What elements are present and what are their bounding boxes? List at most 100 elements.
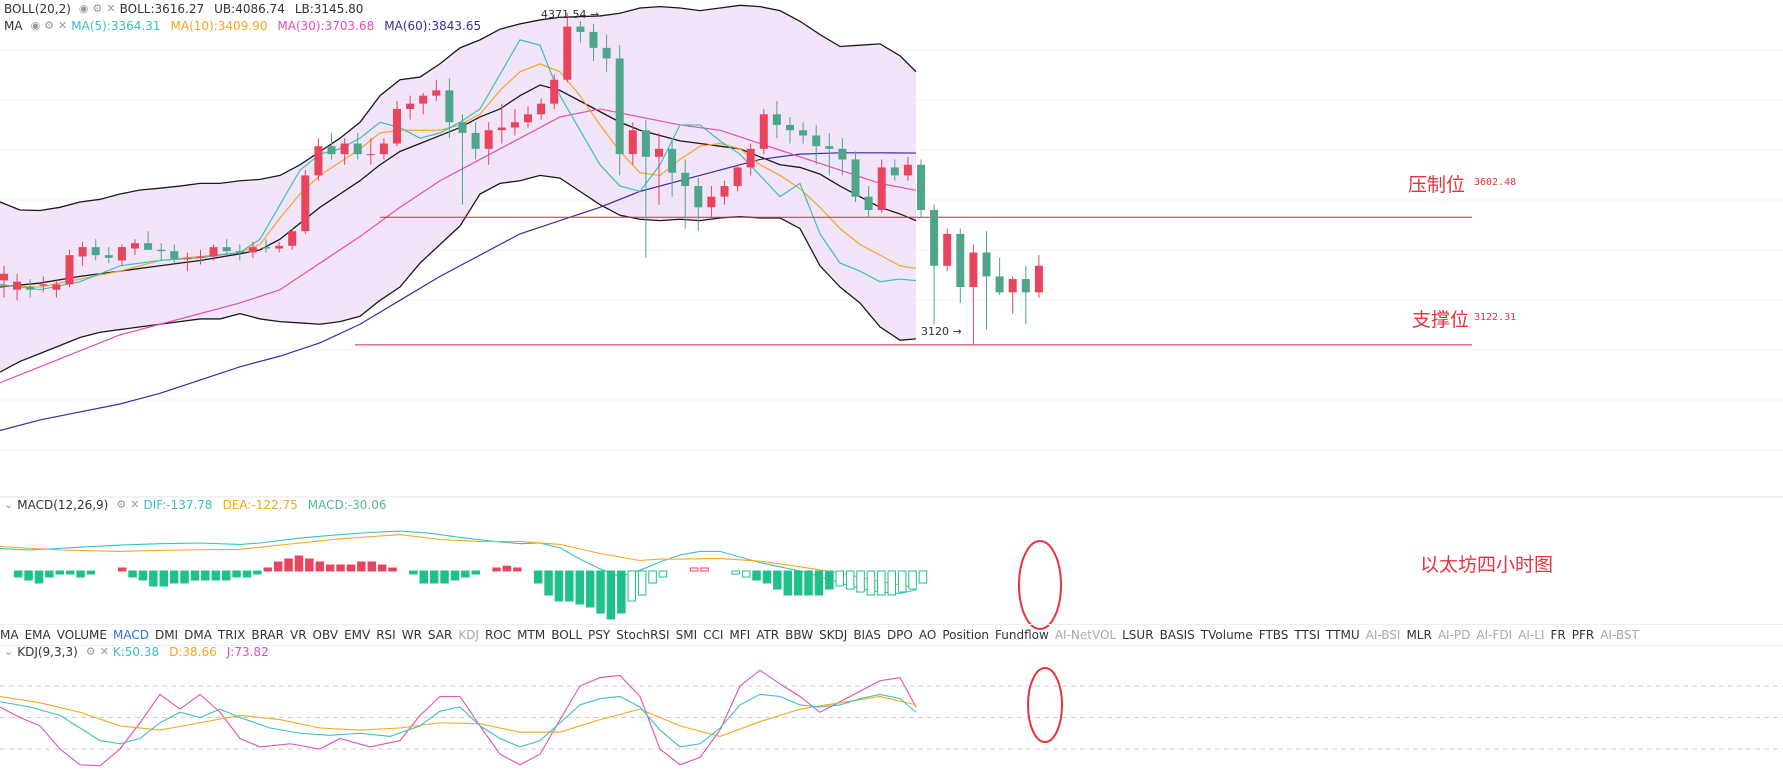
candle-body — [550, 79, 559, 104]
tab-dpo[interactable]: DPO — [886, 628, 913, 642]
macd-histogram-bar — [637, 570, 647, 596]
gear-icon[interactable]: ⚙ — [85, 645, 96, 658]
tab-brar[interactable]: BRAR — [251, 628, 284, 642]
kdj-j-line — [0, 669, 917, 767]
tab-macd[interactable]: MACD — [112, 628, 149, 642]
tab-ai-li[interactable]: AI-LI — [1518, 628, 1545, 642]
macd-histogram-bar — [825, 570, 834, 590]
close-icon[interactable]: ✕ — [58, 19, 68, 32]
boll-value: BOLL:3616.27 — [119, 2, 205, 16]
macd-histogram-bar — [169, 570, 179, 584]
tab-ttmu[interactable]: TTMU — [1326, 628, 1360, 642]
close-icon[interactable]: ✕ — [99, 645, 109, 658]
kdj-d-value: D:38.66 — [169, 645, 217, 659]
high-price-label: 4371.54 → — [541, 8, 600, 21]
tab-tvolume[interactable]: TVolume — [1200, 628, 1253, 642]
candle-body — [39, 284, 48, 286]
macd-histogram-bar — [658, 570, 668, 578]
macd-histogram-bar — [897, 570, 907, 593]
tab-ai-bsi[interactable]: AI-BSI — [1365, 628, 1401, 642]
candle-body — [0, 273, 8, 281]
tab-position[interactable]: Position — [942, 628, 990, 642]
tab-rsi[interactable]: RSI — [376, 628, 396, 642]
tab-smi[interactable]: SMI — [675, 628, 698, 642]
tab-lsur[interactable]: LSUR — [1122, 628, 1154, 642]
candle-body — [563, 26, 572, 80]
candle-body — [877, 167, 886, 210]
macd-dea-line — [0, 534, 917, 589]
macd-histogram-bar — [211, 570, 220, 581]
tab-basis[interactable]: BASIS — [1159, 628, 1195, 642]
tab-mlr[interactable]: MLR — [1406, 628, 1432, 642]
macd-histogram-bar — [13, 570, 23, 578]
close-icon[interactable]: ✕ — [106, 2, 116, 15]
tab-ttsi[interactable]: TTSI — [1294, 628, 1321, 642]
candle-body — [510, 122, 519, 128]
tab-roc[interactable]: ROC — [484, 628, 512, 642]
eye-icon[interactable]: ◉ — [78, 2, 89, 15]
macd-histogram-bar — [585, 570, 595, 608]
tab-ftbs[interactable]: FTBS — [1258, 628, 1289, 642]
gear-icon[interactable]: ⚙ — [116, 498, 127, 511]
macd-histogram-bar — [461, 570, 470, 578]
tab-dma[interactable]: DMA — [184, 628, 212, 642]
tab-fundflow[interactable]: Fundflow — [995, 628, 1049, 642]
tab-cci[interactable]: CCI — [703, 628, 724, 642]
candle-body — [772, 114, 781, 125]
tab-pfr[interactable]: PFR — [1571, 628, 1595, 642]
candle-body — [497, 127, 506, 131]
candle-body — [406, 103, 415, 109]
tab-sar[interactable]: SAR — [427, 628, 453, 642]
candle-body — [733, 167, 742, 187]
macd-histogram-bar — [513, 567, 522, 572]
tab-emv[interactable]: EMV — [344, 628, 371, 642]
chevron-down-icon[interactable]: ⌄ — [4, 498, 14, 511]
candle-body — [91, 247, 100, 256]
candle-body — [117, 247, 126, 261]
candle-body — [26, 287, 35, 290]
close-icon[interactable]: ✕ — [130, 498, 140, 511]
tab-ema[interactable]: EMA — [24, 628, 51, 642]
tab-mtm[interactable]: MTM — [517, 628, 546, 642]
tab-obv[interactable]: OBV — [312, 628, 339, 642]
gear-icon[interactable]: ⚙ — [44, 19, 55, 32]
candle-body — [65, 255, 74, 285]
macd-histogram-bar — [419, 570, 428, 584]
eye-icon[interactable]: ◉ — [30, 19, 41, 32]
tab-volume[interactable]: VOLUME — [56, 628, 107, 642]
macd-histogram-bar — [429, 570, 439, 584]
macd-histogram-bar — [76, 570, 85, 578]
candle-body — [275, 245, 284, 249]
tab-ao[interactable]: AO — [918, 628, 937, 642]
tab-kdj[interactable]: KDJ — [458, 628, 479, 642]
tab-vr[interactable]: VR — [289, 628, 307, 642]
tab-ai-pd[interactable]: AI-PD — [1437, 628, 1471, 642]
kdj-k-value: K:50.38 — [112, 645, 160, 659]
candle-body — [930, 209, 939, 266]
tab-ai-bst[interactable]: AI-BST — [1600, 628, 1639, 642]
tab-fr[interactable]: FR — [1550, 628, 1566, 642]
tab-mfi[interactable]: MFI — [729, 628, 751, 642]
tab-bias[interactable]: BIAS — [853, 628, 881, 642]
tab-wr[interactable]: WR — [401, 628, 422, 642]
tab-psy[interactable]: PSY — [588, 628, 611, 642]
candle-body — [812, 135, 821, 147]
chevron-down-icon[interactable]: ⌄ — [4, 645, 14, 658]
macd-histogram-bar — [752, 570, 761, 581]
tab-stochrsi[interactable]: StochRSI — [616, 628, 670, 642]
tab-trix[interactable]: TRIX — [217, 628, 246, 642]
tab-ai-fdi[interactable]: AI-FDI — [1476, 628, 1513, 642]
tab-ma[interactable]: MA — [0, 628, 19, 642]
macd-histogram-bar — [159, 570, 168, 587]
candle-body — [681, 172, 690, 187]
tab-boll[interactable]: BOLL — [551, 628, 583, 642]
tab-skdj[interactable]: SKDJ — [819, 628, 848, 642]
macd-histogram-bar — [367, 561, 376, 572]
macd-histogram-bar — [24, 570, 33, 581]
tab-bbw[interactable]: BBW — [785, 628, 814, 642]
tab-atr[interactable]: ATR — [756, 628, 780, 642]
tab-ai-netvol[interactable]: AI-NetVOL — [1054, 628, 1117, 642]
gear-icon[interactable]: ⚙ — [92, 2, 103, 15]
tab-dmi[interactable]: DMI — [154, 628, 179, 642]
